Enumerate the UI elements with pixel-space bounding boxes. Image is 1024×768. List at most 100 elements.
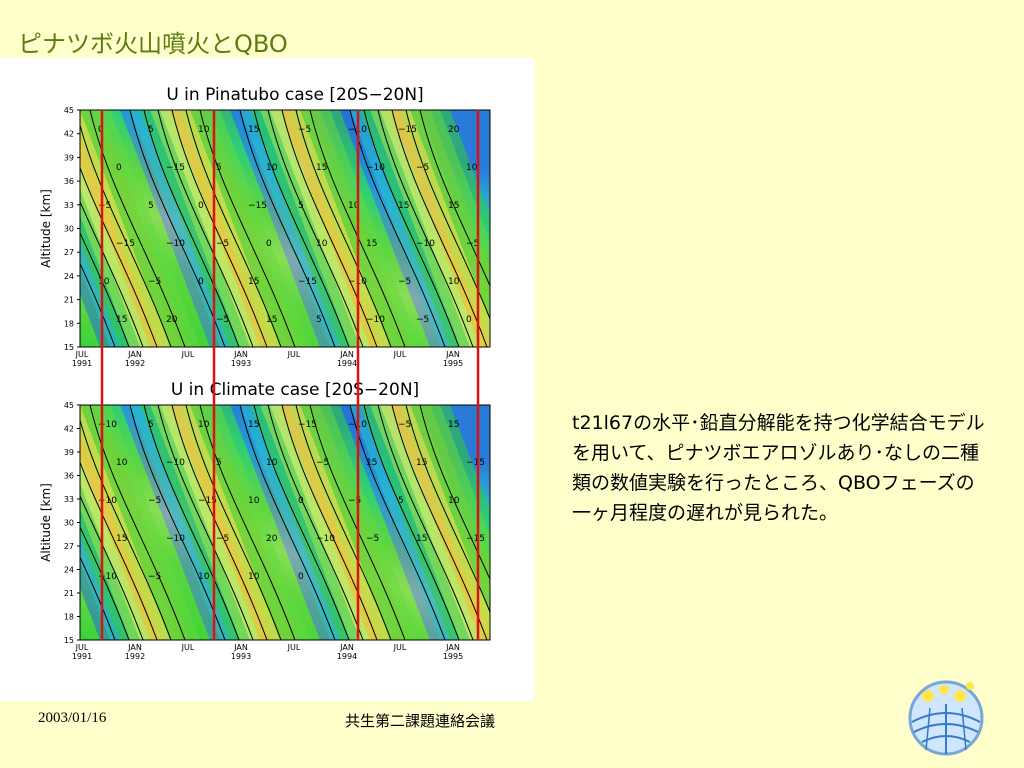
contour-label: 10 [98, 277, 110, 287]
x-tick-label: JUL [287, 643, 301, 652]
contour-label: −15 [166, 163, 185, 173]
globe-stars-logo-icon [908, 680, 984, 756]
phase-band [80, 405, 210, 640]
x-tick-label: JUL [287, 350, 301, 359]
contour-label: 0 [266, 239, 272, 249]
x-tick-label: JUL [181, 643, 195, 652]
contour-line [143, 109, 240, 348]
y-tick-label: 24 [64, 566, 74, 575]
contour-label: 5 [298, 201, 304, 211]
contour-line [239, 404, 336, 641]
contour-line [199, 404, 296, 641]
contour-line [75, 109, 172, 348]
contour-line [157, 404, 254, 641]
contour-label: 15 [416, 458, 427, 468]
contour-line [185, 109, 282, 348]
panel-title: U in Pinatubo case [20S−20N] [166, 85, 423, 105]
footer-date: 2003/01/16 [38, 710, 107, 726]
y-tick-label: 24 [64, 272, 74, 281]
slide-title: ピナツボ火山噴火とQBO [18, 30, 288, 58]
contour-label: 5 [148, 125, 154, 135]
contour-label: 15 [248, 420, 259, 430]
contour-label: 0 [466, 315, 472, 325]
contour-line [89, 109, 186, 348]
x-tick-label: 1991 [72, 359, 92, 368]
contour-line [405, 109, 502, 348]
contour-label: 0 [298, 496, 304, 506]
contour-label: 15 [316, 163, 327, 173]
y-tick-label: 21 [64, 296, 74, 305]
contour-label: −10 [98, 496, 117, 506]
contour-label: −5 [216, 534, 229, 544]
contour-label: 5 [398, 496, 404, 506]
x-tick-label: JAN [445, 643, 460, 652]
contour-label: −10 [366, 315, 385, 325]
contour-label: −10 [98, 420, 117, 430]
x-tick-label: JAN [445, 350, 460, 359]
y-tick-label: 33 [64, 201, 74, 210]
contour-label: 5 [316, 315, 322, 325]
x-tick-label: JAN [233, 350, 248, 359]
contour-line [267, 109, 364, 348]
contour-label: −5 [98, 201, 111, 211]
contour-line [309, 404, 406, 641]
contour-label: −5 [416, 163, 429, 173]
contour-label: 15 [366, 239, 377, 249]
qbo-figure: U in Pinatubo case [20S−20N] 0 5 10 15 −5 −10 −… [0, 85, 534, 661]
contour-line [295, 404, 392, 641]
y-tick-label: 45 [64, 106, 74, 115]
contour-label: −5 [398, 277, 411, 287]
contour-line [75, 404, 172, 641]
contour-label: −15 [466, 534, 485, 544]
contour-label: 15 [116, 534, 127, 544]
x-tick-label: JAN [233, 643, 248, 652]
contour-line [185, 404, 282, 641]
contour-line [253, 404, 350, 641]
contour-line [391, 109, 488, 348]
contour-label: −15 [198, 496, 217, 506]
contour-label: 10 [348, 201, 360, 211]
x-tick-label: 1993 [231, 652, 251, 661]
contour-line [143, 404, 240, 641]
y-tick-label: 42 [64, 425, 74, 434]
contour-label: 5 [216, 163, 222, 173]
x-tick-label: 1994 [337, 359, 357, 368]
contour-label: −10 [98, 572, 117, 582]
contour-label: −10 [316, 534, 335, 544]
y-tick-label: 39 [64, 153, 74, 162]
contour-label: −5 [148, 277, 161, 287]
y-tick-label: 18 [64, 613, 74, 622]
x-tick-label: 1995 [443, 359, 463, 368]
x-tick-label: JAN [127, 350, 142, 359]
x-tick-label: 1992 [125, 359, 145, 368]
x-tick-label: JUL [393, 643, 407, 652]
contour-line [253, 109, 350, 348]
y-tick-label: 27 [64, 542, 74, 551]
x-tick-label: JAN [339, 643, 354, 652]
contour-label: 10 [248, 496, 260, 506]
contour-line [405, 404, 502, 641]
contour-line [199, 109, 296, 348]
contour-label: −5 [348, 496, 361, 506]
contour-label: −5 [466, 239, 479, 249]
contour-label: −15 [116, 239, 135, 249]
contour-line [89, 404, 186, 641]
y-tick-label: 33 [64, 495, 74, 504]
y-tick-label: 36 [64, 177, 74, 186]
contour-label: 5 [216, 458, 222, 468]
description-text: t21l67の水平･鉛直分解能を持つ化学結合モデルを用いて、ピナツボエアロゾルあ… [572, 412, 985, 524]
contour-label: 10 [116, 458, 128, 468]
contour-label: −5 [216, 315, 229, 325]
contour-line [295, 109, 392, 348]
contour-label: 15 [248, 125, 259, 135]
x-tick-label: 1993 [231, 359, 251, 368]
contour-label: 0 [198, 277, 204, 287]
y-tick-label: 45 [64, 401, 74, 410]
contour-line [281, 109, 378, 348]
contour-label: 10 [198, 420, 210, 430]
contour-label: 5 [148, 201, 154, 211]
contour-label: 20 [448, 125, 460, 135]
contour-line [129, 404, 226, 641]
y-tick-label: 39 [64, 448, 74, 457]
x-tick-label: JUL [75, 643, 89, 652]
